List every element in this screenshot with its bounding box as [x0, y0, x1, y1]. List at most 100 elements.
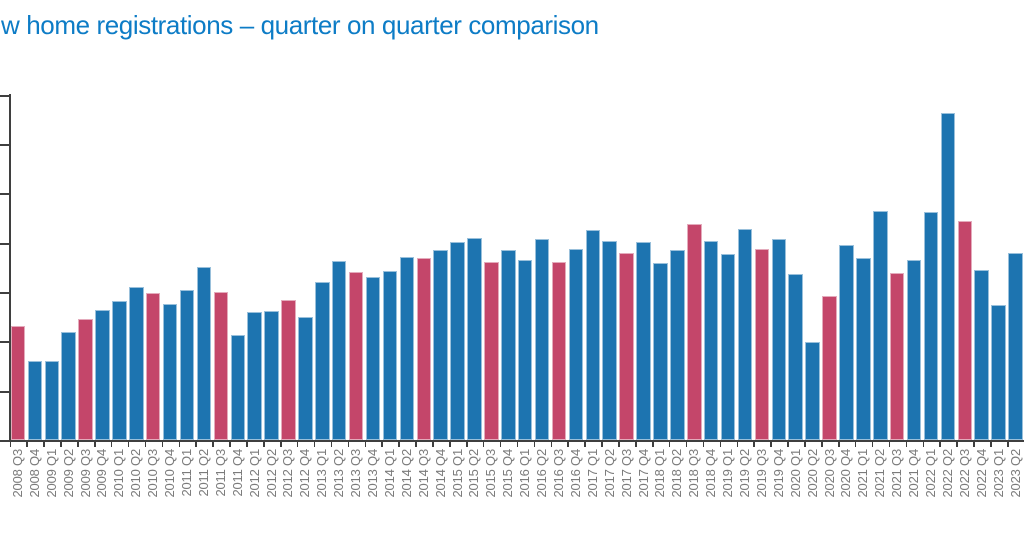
bar-2020-q1	[788, 274, 803, 440]
x-label-2016-q4: 2016 Q4	[567, 449, 583, 498]
bar-2021-q4	[906, 260, 922, 440]
x-label-2009-q3: 2009 Q3	[77, 449, 93, 498]
x-axis-tick	[432, 442, 434, 447]
x-label-2014-q2: 2014 Q2	[398, 449, 414, 498]
x-label-2017-q1: 2017 Q1	[584, 449, 600, 498]
x-label-2019-q4: 2019 Q4	[770, 449, 786, 498]
bar-2023-q2	[1008, 253, 1023, 440]
x-axis-tick	[9, 442, 11, 447]
x-label-2019-q3: 2019 Q3	[753, 449, 769, 498]
x-axis-tick	[313, 442, 316, 447]
x-axis-tick	[939, 442, 941, 447]
bar-2017-q3	[619, 252, 634, 440]
bar-2022-q3	[957, 221, 973, 440]
x-label-2010-q3: 2010 Q3	[145, 449, 161, 498]
x-axis-tick	[567, 442, 569, 447]
x-axis-tick	[804, 442, 806, 447]
x-axis-tick	[77, 442, 79, 447]
x-label-2019-q2: 2019 Q2	[737, 449, 752, 498]
x-axis-tick	[668, 442, 671, 447]
bar-2016-q3	[551, 262, 567, 440]
x-label-2011-q1: 2011 Q1	[179, 449, 195, 497]
x-label-2011-q4: 2011 Q4	[229, 449, 245, 497]
bar-2012-q3	[281, 300, 296, 440]
x-label-2008-q4: 2008 Q4	[26, 449, 42, 498]
x-axis-tick	[821, 442, 823, 447]
x-label-2011-q2: 2011 Q2	[195, 449, 211, 497]
x-axis-tick	[296, 442, 299, 447]
x-label-2009-q4: 2009 Q4	[94, 449, 110, 498]
bar-2008-q4	[27, 360, 43, 440]
x-label-2021-q3: 2021 Q3	[889, 449, 905, 498]
x-axis	[9, 440, 1024, 442]
bar-2023-q1	[991, 304, 1006, 440]
bar-2015-q1	[450, 241, 465, 440]
x-axis-tick	[719, 442, 722, 447]
x-label-2023-q1: 2023 Q1	[990, 449, 1006, 498]
x-axis-tick	[482, 442, 485, 447]
x-label-2013-q3: 2013 Q3	[348, 449, 364, 498]
bar-2017-q1	[585, 230, 601, 440]
bar-2013-q1	[315, 281, 330, 440]
x-axis-tick	[280, 442, 282, 447]
x-axis-tick	[635, 442, 637, 447]
bar-2009-q4	[95, 309, 110, 440]
x-axis-tick	[499, 442, 502, 447]
bar-2019-q3	[754, 248, 770, 440]
bar-2019-q2	[737, 228, 753, 440]
x-axis-tick	[398, 442, 400, 447]
bar-2018-q3	[687, 224, 702, 440]
x-axis-tick	[702, 442, 705, 447]
x-axis-tick	[60, 442, 62, 447]
x-axis-tick	[144, 442, 147, 447]
bar-2013-q3	[348, 271, 364, 440]
x-axis-tick	[381, 442, 383, 447]
bar-2016-q2	[534, 239, 550, 440]
bar-2009-q3	[78, 319, 93, 440]
x-label-2016-q2: 2016 Q2	[534, 449, 550, 498]
x-label-2020-q4: 2020 Q4	[838, 449, 854, 498]
x-axis-tick	[212, 442, 214, 447]
x-label-2011-q3: 2011 Q3	[212, 449, 228, 497]
x-label-2016-q3: 2016 Q3	[551, 449, 567, 498]
x-axis-tick	[161, 442, 164, 447]
x-axis-tick	[110, 442, 113, 447]
x-label-2020-q2: 2020 Q2	[804, 449, 820, 498]
x-axis-tick	[94, 442, 96, 447]
bar-2013-q4	[365, 276, 381, 440]
bar-2021-q3	[889, 273, 905, 440]
bar-2021-q1	[856, 258, 871, 440]
bar-2022-q4	[974, 269, 989, 440]
x-axis-tick	[43, 442, 45, 447]
x-label-2014-q4: 2014 Q4	[432, 449, 448, 498]
x-axis-tick	[347, 442, 350, 447]
x-axis-tick	[838, 442, 840, 447]
bar-2011-q2	[196, 267, 212, 440]
x-label-2010-q1: 2010 Q1	[111, 449, 127, 498]
chart-title: w home registrations – quarter on quarte…	[1, 10, 599, 40]
x-label-2023-q2: 2023 Q2	[1007, 449, 1023, 498]
x-label-2010-q2: 2010 Q2	[128, 449, 144, 498]
x-label-2020-q3: 2020 Q3	[821, 449, 837, 498]
x-label-2008-q3: 2008 Q3	[9, 449, 25, 498]
y-axis-tick	[0, 242, 9, 245]
bar-2011-q4	[230, 335, 245, 440]
x-axis-tick	[330, 442, 333, 447]
x-label-2010-q4: 2010 Q4	[162, 449, 178, 498]
x-label-2013-q1: 2013 Q1	[314, 449, 330, 498]
x-label-2015-q2: 2015 Q2	[466, 449, 482, 498]
x-axis-tick	[195, 442, 197, 447]
x-axis-tick	[956, 442, 958, 447]
x-axis-tick	[888, 442, 891, 447]
x-axis-tick	[127, 442, 130, 447]
y-axis-tick	[0, 341, 9, 344]
x-axis-tick	[178, 442, 181, 447]
x-label-2016-q1: 2016 Q1	[517, 449, 533, 498]
bar-2015-q4	[501, 250, 516, 440]
bar-2022-q1	[923, 212, 939, 440]
x-axis-tick	[652, 442, 654, 447]
x-label-2012-q1: 2012 Q1	[246, 449, 262, 498]
bar-2018-q4	[703, 240, 719, 440]
x-axis-tick	[871, 442, 874, 447]
bar-2020-q4	[839, 244, 854, 440]
